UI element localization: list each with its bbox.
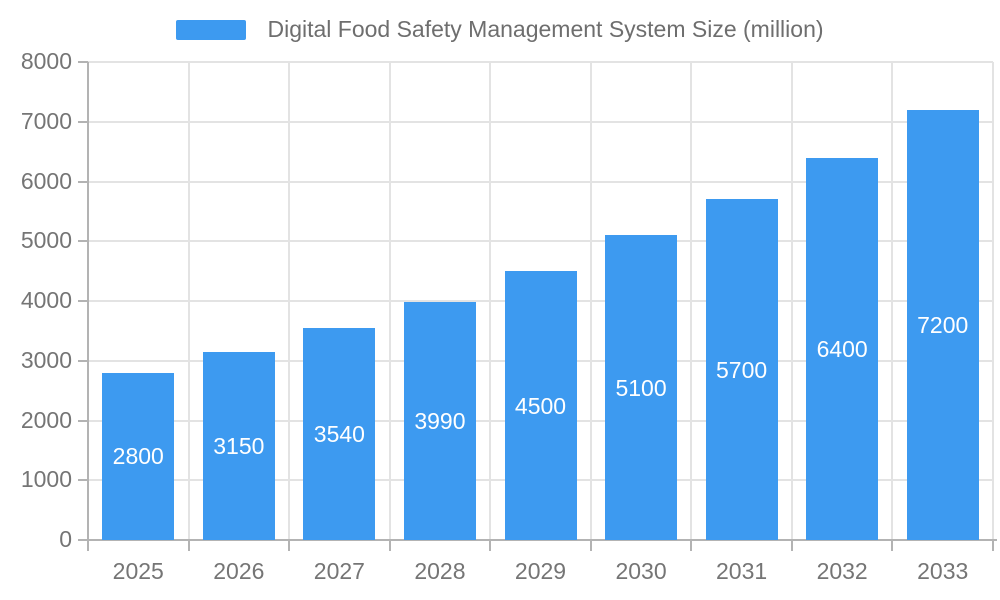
y-axis-tick-1000 (78, 479, 88, 482)
x-axis-tick-8 (891, 540, 894, 551)
y-axis-label-2000: 2000 (20, 406, 72, 433)
y-axis-label-3000: 3000 (20, 346, 72, 373)
x-axis-label-2031: 2031 (716, 558, 768, 584)
y-axis-tick-7000 (78, 120, 88, 123)
x-axis-tick-4 (489, 540, 492, 551)
x-gridline-4 (489, 62, 492, 540)
bar-value-label-2028: 3990 (414, 407, 466, 434)
y-axis-tick-3000 (78, 359, 88, 362)
x-axis-label-2030: 2030 (615, 558, 667, 584)
x-axis-label-2026: 2026 (213, 558, 265, 584)
bar-value-label-2032: 6400 (816, 335, 868, 362)
legend-title: Digital Food Safety Management System Si… (267, 16, 824, 42)
y-axis-line (87, 62, 89, 541)
x-axis-label-2027: 2027 (313, 558, 365, 584)
y-axis-tick-8000 (78, 61, 88, 63)
x-axis-tick-9 (992, 540, 994, 551)
bar-2025[interactable] (102, 372, 175, 540)
y-gridline-5000 (88, 240, 993, 243)
x-axis-label-2032: 2032 (816, 558, 868, 584)
y-axis-label-0: 0 (59, 526, 72, 552)
x-gridline-2 (288, 62, 291, 540)
bar-value-label-2025: 2800 (112, 443, 164, 470)
y-axis-label-6000: 6000 (20, 167, 72, 194)
y-gridline-6000 (88, 180, 993, 183)
bar-2029[interactable] (504, 271, 577, 540)
bar-value-label-2027: 3540 (313, 421, 365, 448)
bar-2032[interactable] (806, 157, 879, 540)
y-axis-tick-4000 (78, 300, 88, 302)
y-axis-label-1000: 1000 (20, 466, 72, 493)
x-axis-tick-2 (288, 540, 291, 551)
x-axis-label-2028: 2028 (414, 558, 466, 584)
y-gridline-8000 (88, 61, 993, 63)
y-axis-tick-6000 (78, 180, 88, 183)
bar-2030[interactable] (605, 235, 678, 540)
x-axis-tick-0 (87, 540, 89, 551)
y-axis-tick-2000 (78, 419, 88, 422)
x-axis-line (78, 539, 997, 541)
x-gridline-7 (790, 62, 793, 540)
x-axis-tick-5 (589, 540, 592, 551)
bar-2031[interactable] (705, 199, 778, 540)
y-axis-tick-5000 (78, 240, 88, 243)
bar-value-label-2029: 4500 (514, 392, 567, 419)
bar-2026[interactable] (202, 351, 275, 540)
x-axis-label-2029: 2029 (514, 558, 567, 584)
x-axis-tick-3 (388, 540, 391, 551)
y-axis-label-8000: 8000 (20, 48, 72, 74)
x-gridline-1 (187, 62, 190, 540)
x-axis-tick-7 (790, 540, 793, 551)
y-gridline-7000 (88, 120, 993, 123)
legend[interactable]: Digital Food Safety Management System Si… (0, 16, 1000, 43)
bar-value-label-2030: 5100 (615, 374, 667, 401)
x-axis-tick-1 (187, 540, 190, 551)
y-axis-label-4000: 4000 (20, 287, 72, 313)
bar-value-label-2033: 7200 (917, 311, 969, 338)
bar-value-label-2031: 5700 (716, 356, 768, 383)
x-gridline-5 (589, 62, 592, 540)
bar-2027[interactable] (303, 328, 376, 540)
x-gridline-8 (891, 62, 894, 540)
x-axis-label-2025: 2025 (112, 558, 164, 584)
legend-swatch (176, 19, 247, 40)
x-gridline-3 (388, 62, 391, 540)
bar-2028[interactable] (403, 301, 476, 540)
x-axis-label-2033: 2033 (917, 558, 969, 584)
x-gridline-9 (992, 62, 994, 540)
y-axis-label-7000: 7000 (20, 107, 72, 134)
x-gridline-6 (690, 62, 693, 540)
bar-2033[interactable] (906, 109, 979, 540)
bar-value-label-2026: 3150 (213, 432, 265, 459)
x-axis-tick-6 (690, 540, 693, 551)
y-axis-label-5000: 5000 (20, 227, 72, 254)
